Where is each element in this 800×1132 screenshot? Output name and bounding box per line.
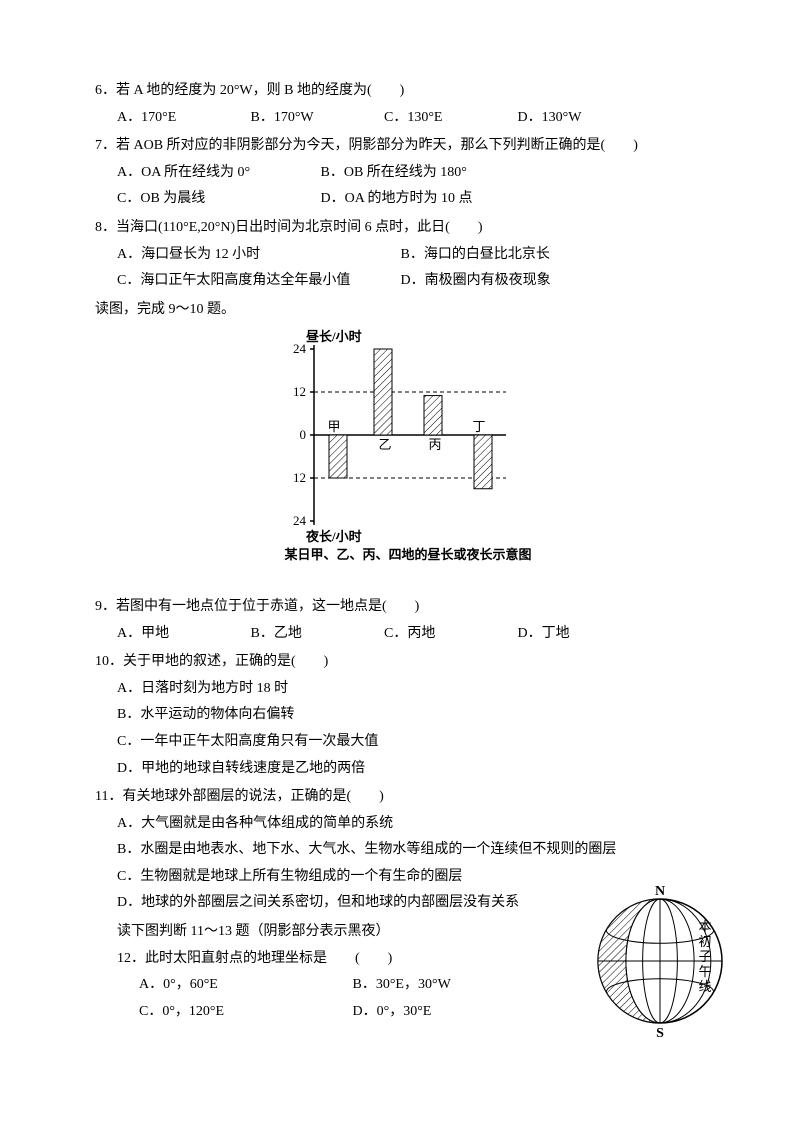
q10-opt-b: B．水平运动的物体向右偏转 (95, 702, 720, 729)
svg-text:子: 子 (698, 949, 711, 964)
q7-opt-d: D．OA 的地方时为 10 点 (321, 186, 473, 213)
q10-opt-a: A．日落时刻为地方时 18 时 (95, 676, 720, 703)
q6-opt-c: C．130°E (384, 105, 514, 132)
svg-text:S: S (656, 1026, 664, 1041)
q12-opt-c: C．0°，120°E (139, 999, 349, 1026)
q9-options: A．甲地 B．乙地 C．丙地 D．丁地 (95, 621, 720, 648)
q6-opt-a: A．170°E (117, 105, 247, 132)
svg-text:乙: 乙 (378, 437, 391, 452)
svg-text:昼长/小时: 昼长/小时 (306, 329, 362, 344)
svg-text:初: 初 (698, 934, 711, 949)
q8-opt-c: C．海口正午太阳高度角达全年最小值 (117, 268, 397, 295)
question-9: 9．若图中有一地点位于位于赤道，这一地点是( ) A．甲地 B．乙地 C．丙地 … (95, 594, 720, 647)
svg-text:线: 线 (698, 979, 711, 994)
q9-opt-c: C．丙地 (384, 621, 514, 648)
q6-opt-d: D．130°W (518, 105, 582, 132)
svg-text:甲: 甲 (327, 419, 340, 434)
q11-opt-a: A．大气圈就是由各种气体组成的简单的系统 (95, 811, 720, 838)
bar-chart-figure: 昼长/小时241201224甲乙丙丁夜长/小时某日甲、乙、丙、四地的昼长或夜长示… (95, 327, 720, 588)
svg-text:N: N (655, 884, 665, 899)
globe-svg: N S 本初子午线 (580, 878, 740, 1043)
question-8: 8．当海口(110°E,20°N)日出时间为北京时间 6 点时，此日( ) A．… (95, 215, 720, 295)
svg-text:0: 0 (299, 427, 306, 442)
svg-text:本: 本 (698, 919, 711, 934)
q8-opt-a: A．海口昼长为 12 小时 (117, 242, 397, 269)
bar-chart-svg: 昼长/小时241201224甲乙丙丁夜长/小时某日甲、乙、丙、四地的昼长或夜长示… (268, 327, 548, 577)
q8-options-2: C．海口正午太阳高度角达全年最小值 D．南极圈内有极夜现象 (95, 268, 720, 295)
svg-text:某日甲、乙、丙、四地的昼长或夜长示意图: 某日甲、乙、丙、四地的昼长或夜长示意图 (283, 547, 531, 562)
q9-opt-d: D．丁地 (518, 621, 570, 648)
q8-opt-d: D．南极圈内有极夜现象 (401, 268, 551, 295)
q9-text: 9．若图中有一地点位于位于赤道，这一地点是( ) (95, 594, 720, 621)
q10-opt-c: C．一年中正午太阳高度角只有一次最大值 (95, 729, 720, 756)
q10-text: 10．关于甲地的叙述，正确的是( ) (95, 649, 720, 676)
q9-opt-a: A．甲地 (117, 621, 247, 648)
question-7: 7．若 AOB 所对应的非阴影部分为今天，阴影部分为昨天，那么下列判断正确的是(… (95, 133, 720, 213)
svg-text:夜长/小时: 夜长/小时 (305, 529, 362, 544)
q7-options: A．OA 所在经线为 0° B．OB 所在经线为 180° (95, 160, 720, 187)
svg-text:24: 24 (293, 341, 307, 356)
q6-options: A．170°E B．170°W C．130°E D．130°W (95, 105, 720, 132)
q10-opt-d: D．甲地的地球自转线速度是乙地的两倍 (95, 756, 720, 783)
svg-text:12: 12 (293, 384, 306, 399)
q7-opt-a: A．OA 所在经线为 0° (117, 160, 317, 187)
question-10: 10．关于甲地的叙述，正确的是( ) A．日落时刻为地方时 18 时 B．水平运… (95, 649, 720, 782)
question-6: 6．若 A 地的经度为 20°W，则 B 地的经度为( ) A．170°E B．… (95, 78, 720, 131)
q7-opt-c: C．OB 为晨线 (117, 186, 317, 213)
svg-text:午: 午 (698, 964, 711, 979)
q6-opt-b: B．170°W (251, 105, 381, 132)
q7-opt-b: B．OB 所在经线为 180° (321, 160, 467, 187)
q12-opt-a: A．0°，60°E (139, 972, 349, 999)
q6-text: 6．若 A 地的经度为 20°W，则 B 地的经度为( ) (95, 78, 720, 105)
q11-opt-b: B．水圈是由地表水、地下水、大气水、生物水等组成的一个连续但不规则的圈层 (95, 837, 720, 864)
svg-text:丙: 丙 (428, 437, 441, 452)
svg-text:丁: 丁 (472, 419, 485, 434)
q9-opt-b: B．乙地 (251, 621, 381, 648)
globe-figure: N S 本初子午线 (580, 878, 740, 1054)
q12-opt-d: D．0°，30°E (353, 999, 432, 1026)
q8-opt-b: B．海口的白昼比北京长 (401, 242, 550, 269)
q7-options-2: C．OB 为晨线 D．OA 的地方时为 10 点 (95, 186, 720, 213)
q12-opt-b: B．30°E，30°W (353, 972, 451, 999)
q7-text: 7．若 AOB 所对应的非阴影部分为今天，阴影部分为昨天，那么下列判断正确的是(… (95, 133, 720, 160)
lead-9-10: 读图，完成 9～10 题。 (95, 297, 720, 324)
svg-text:12: 12 (293, 470, 306, 485)
q11-text: 11．有关地球外部圈层的说法，正确的是( ) (95, 784, 720, 811)
q8-options: A．海口昼长为 12 小时 B．海口的白昼比北京长 (95, 242, 720, 269)
q8-text: 8．当海口(110°E,20°N)日出时间为北京时间 6 点时，此日( ) (95, 215, 720, 242)
svg-text:24: 24 (293, 513, 307, 528)
